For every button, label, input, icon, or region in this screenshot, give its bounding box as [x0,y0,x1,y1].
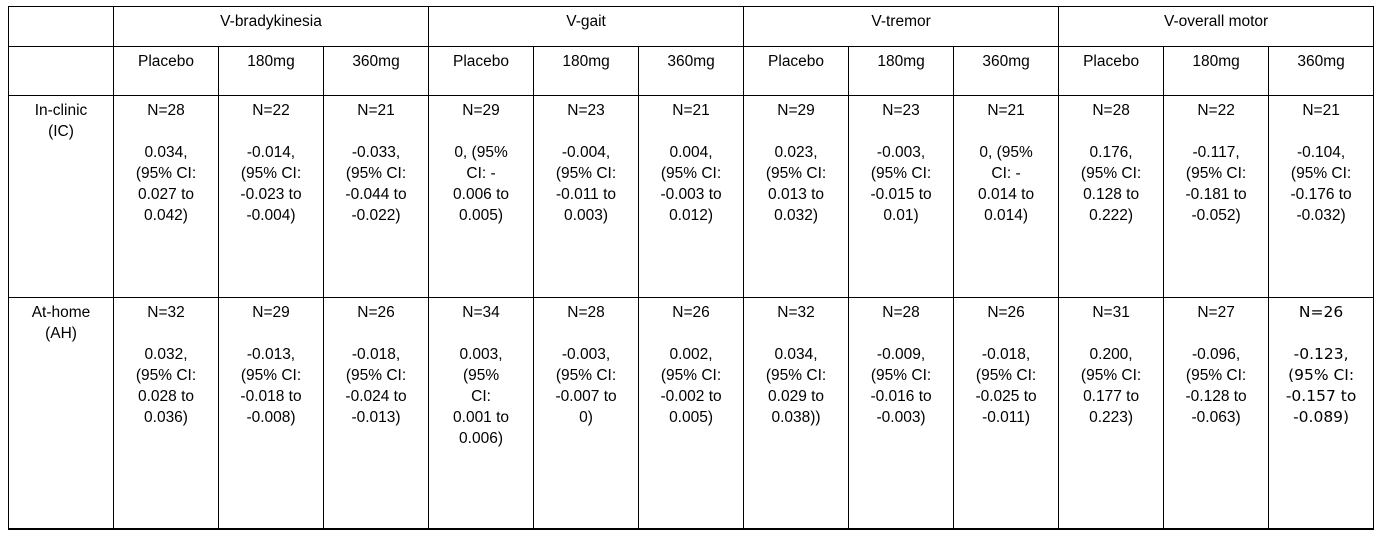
cell-ic-overall-360mg: N=21 -0.104, (95% CI: -0.176 to -0.032) [1268,95,1375,298]
corner-cell [8,6,114,47]
dose-header-bradykinesia-placebo: Placebo [113,46,219,96]
dose-header-bradykinesia-180mg: 180mg [218,46,324,96]
cell-ic-gait-360mg: N=21 0.004, (95% CI: -0.003 to 0.012) [638,95,745,298]
dose-header-gait-placebo: Placebo [428,46,535,96]
cell-ic-tremor-180mg: N=23 -0.003, (95% CI: -0.015 to 0.01) [848,95,955,298]
cell-ic-bradykinesia-360mg: N=21 -0.033, (95% CI: -0.044 to -0.022) [322,95,430,298]
dose-header-gait-180mg: 180mg [533,46,640,96]
cell-ah-bradykinesia-placebo: N=32 0.032, (95% CI: 0.028 to 0.036) [113,297,219,529]
group-header-tremor: V-tremor [743,6,1060,47]
cell-ah-tremor-placebo: N=32 0.034, (95% CI: 0.029 to 0.038)) [743,297,850,529]
cell-ic-bradykinesia-placebo: N=28 0.034, (95% CI: 0.027 to 0.042) [113,95,219,298]
cell-ah-tremor-360mg: N=26 -0.018, (95% CI: -0.025 to -0.011) [953,297,1060,529]
group-header-bradykinesia: V-bradykinesia [112,6,430,47]
table-row-at-home: At-home (AH) N=32 0.032, (95% CI: 0.028 … [8,297,1375,529]
cell-ic-overall-180mg: N=22 -0.117, (95% CI: -0.181 to -0.052) [1163,95,1270,298]
dose-header-row: Placebo 180mg 360mg Placebo 180mg 360mg … [8,46,1375,96]
cell-ah-gait-180mg: N=28 -0.003, (95% CI: -0.007 to 0) [533,297,640,529]
cell-ah-overall-placebo: N=31 0.200, (95% CI: 0.177 to 0.223) [1058,297,1165,529]
cell-ic-overall-placebo: N=28 0.176, (95% CI: 0.128 to 0.222) [1058,95,1165,298]
row-label-in-clinic: In-clinic (IC) [8,95,114,298]
cell-ic-bradykinesia-180mg: N=22 -0.014, (95% CI: -0.023 to -0.004) [218,95,324,298]
row-label-at-home: At-home (AH) [8,297,114,529]
dose-header-gait-360mg: 360mg [638,46,745,96]
dose-header-bradykinesia-360mg: 360mg [322,46,430,96]
cell-ah-gait-placebo: N=34 0.003, (95% CI: 0.001 to 0.006) [428,297,535,529]
cell-ah-overall-180mg: N=27 -0.096, (95% CI: -0.128 to -0.063) [1163,297,1270,529]
cell-ic-tremor-placebo: N=29 0.023, (95% CI: 0.013 to 0.032) [743,95,850,298]
dose-header-tremor-180mg: 180mg [848,46,955,96]
cell-ic-gait-180mg: N=23 -0.004, (95% CI: -0.011 to 0.003) [533,95,640,298]
dose-header-overall-180mg: 180mg [1163,46,1270,96]
table-row-in-clinic: In-clinic (IC) N=28 0.034, (95% CI: 0.02… [8,95,1375,298]
cell-ah-bradykinesia-180mg: N=29 -0.013, (95% CI: -0.018 to -0.008) [218,297,324,529]
dose-header-overall-placebo: Placebo [1058,46,1165,96]
group-header-overall-motor: V-overall motor [1058,6,1375,47]
dose-header-tremor-placebo: Placebo [743,46,850,96]
dose-header-overall-360mg: 360mg [1268,46,1375,96]
cell-ic-tremor-360mg: N=21 0, (95% CI: - 0.014 to 0.014) [953,95,1060,298]
cell-ah-gait-360mg: N=26 0.002, (95% CI: -0.002 to 0.005) [638,297,745,529]
cell-ic-gait-placebo: N=29 0, (95% CI: - 0.006 to 0.005) [428,95,535,298]
group-header-row: V-bradykinesia V-gait V-tremor V-overall… [8,6,1375,47]
corner-cell-2 [8,46,114,96]
cell-ah-bradykinesia-360mg: N=26 -0.018, (95% CI: -0.024 to -0.013) [322,297,430,529]
cell-ah-tremor-180mg: N=28 -0.009, (95% CI: -0.016 to -0.003) [848,297,955,529]
dose-header-tremor-360mg: 360mg [953,46,1060,96]
group-header-gait: V-gait [428,6,745,47]
cell-ah-overall-360mg: N=26 -0.123, (95% CI: -0.157 to -0.089) [1268,297,1375,529]
clinical-results-table: V-bradykinesia V-gait V-tremor V-overall… [8,6,1375,530]
